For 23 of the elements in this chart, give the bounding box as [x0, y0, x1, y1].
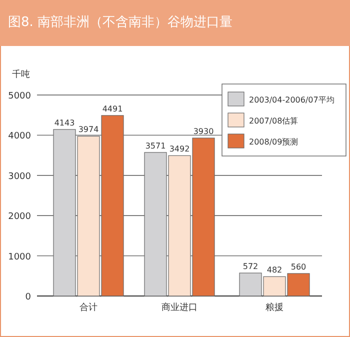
x-tick-label: 合计	[80, 302, 98, 313]
data-label: 4491	[102, 104, 123, 114]
data-label: 3974	[78, 125, 99, 134]
x-tick-label: 商业进口	[162, 302, 198, 313]
y-tick-label: 2000	[8, 212, 32, 222]
y-tick-label: 1000	[8, 252, 32, 262]
legend-label: 2003/04-2006/07平均	[249, 96, 334, 104]
data-label: 572	[242, 262, 258, 272]
y-tick-label: 5000	[8, 92, 32, 102]
legend-label: 2007/08估算	[249, 116, 298, 126]
legend-label: 2008/09预测	[249, 138, 298, 146]
data-label: 560	[290, 262, 306, 272]
chart-title: 图8. 南部非洲（不含南非）谷物进口量	[8, 15, 233, 30]
x-tick-label: 粮援	[266, 302, 284, 313]
data-label: 3571	[145, 141, 166, 150]
y-tick-label: 0	[25, 292, 32, 302]
data-label: 4143	[54, 118, 75, 128]
y-tick-label: 3000	[8, 172, 32, 182]
data-label: 3930	[193, 127, 214, 136]
y-tick-label: 4000	[8, 132, 32, 142]
data-label: 3492	[169, 144, 190, 154]
y-axis-title: 千吨	[12, 69, 30, 80]
data-label: 482	[266, 266, 282, 275]
